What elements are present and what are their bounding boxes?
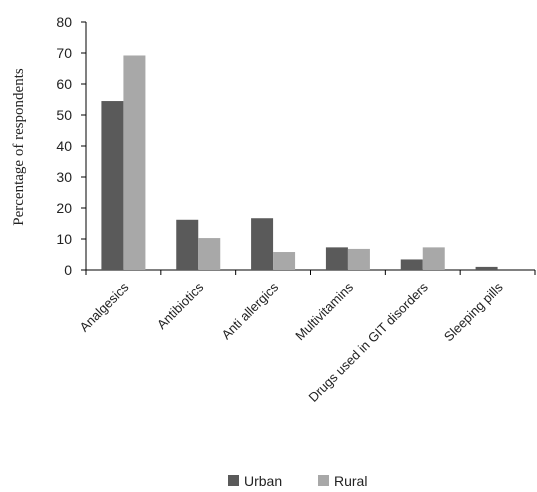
bar-urban: [475, 266, 498, 270]
legend-swatch-urban: [228, 475, 239, 486]
category-labels: Analgesics Antibiotics Anti allergics Multi…: [76, 279, 506, 405]
y-axis: 0 10 20 30 40 50 60 70 80: [56, 14, 87, 278]
y-tick-label: 20: [56, 200, 72, 216]
y-tick-label: 40: [56, 138, 72, 154]
y-axis-title: Percentage of respondents: [11, 68, 27, 226]
bar-rural: [422, 247, 445, 270]
x-category-label: Anti allergics: [218, 279, 281, 342]
y-tick-label: 10: [56, 231, 72, 247]
bars: [101, 55, 498, 271]
y-tick-label: 80: [56, 14, 72, 30]
legend-swatch-rural: [318, 475, 329, 486]
x-category-label: Drugs used in GIT disorders: [305, 279, 431, 405]
legend: Urban Rural: [228, 473, 367, 489]
bar-urban: [325, 247, 348, 270]
legend-label-urban: Urban: [244, 473, 282, 489]
x-category-label: Analgesics: [76, 279, 131, 334]
y-tick-label: 50: [56, 107, 72, 123]
y-tick-label: 30: [56, 169, 72, 185]
bar-urban: [400, 259, 423, 270]
x-category-label: Multivitamins: [292, 279, 356, 343]
bar-rural: [273, 252, 296, 270]
y-tick-label: 60: [56, 76, 72, 92]
x-category-label: Sleeping pills: [441, 279, 506, 344]
y-tick-label: 0: [64, 262, 72, 278]
bar-urban: [251, 218, 274, 270]
bar-urban: [176, 219, 199, 270]
legend-label-rural: Rural: [334, 473, 367, 489]
bar-rural: [198, 238, 221, 270]
y-tick-label: 70: [56, 45, 72, 61]
bar-rural: [347, 248, 370, 270]
x-axis: [85, 269, 536, 275]
x-category-label: Antibiotics: [154, 279, 207, 332]
bar-rural: [123, 55, 146, 271]
bar-urban: [101, 101, 124, 270]
